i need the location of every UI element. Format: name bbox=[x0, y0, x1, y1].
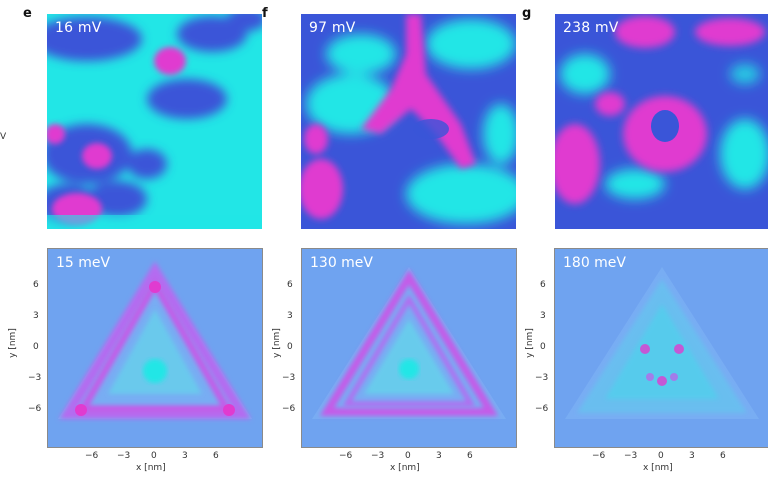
stm-map-g-image bbox=[555, 14, 768, 229]
sim-map-2: 130 meV bbox=[301, 248, 517, 448]
x-tick: −6 bbox=[592, 451, 606, 461]
y-tick: −6 bbox=[535, 404, 549, 414]
x-tick: −6 bbox=[85, 451, 99, 461]
y-tick: −6 bbox=[282, 404, 296, 414]
x-tick: 0 bbox=[658, 451, 664, 461]
x-tick: 6 bbox=[213, 451, 219, 461]
y-tick: 3 bbox=[287, 311, 293, 321]
y-tick: 0 bbox=[540, 342, 546, 352]
x-tick: 3 bbox=[436, 451, 442, 461]
y-axis-title-2: y [nm] bbox=[272, 328, 282, 358]
sim-map-1: 15 meV bbox=[47, 248, 263, 448]
x-tick: 0 bbox=[151, 451, 157, 461]
x-tick: 0 bbox=[405, 451, 411, 461]
x-tick: −3 bbox=[117, 451, 131, 461]
stm-map-e: 16 mV bbox=[47, 14, 262, 229]
y-tick: 6 bbox=[33, 280, 39, 290]
y-tick: −3 bbox=[28, 373, 42, 383]
stm-map-e-image bbox=[47, 14, 262, 229]
cut-off-label: V bbox=[0, 132, 7, 142]
x-tick: 3 bbox=[182, 451, 188, 461]
panel-letter-g: g bbox=[522, 6, 532, 21]
panel-letter-f: f bbox=[262, 6, 268, 21]
x-tick: −3 bbox=[371, 451, 385, 461]
sim-energy-label-3: 180 meV bbox=[563, 255, 626, 271]
y-tick: 3 bbox=[540, 311, 546, 321]
x-tick: 6 bbox=[467, 451, 473, 461]
y-tick: −6 bbox=[28, 404, 42, 414]
y-tick: −3 bbox=[535, 373, 549, 383]
y-axis-title-3: y [nm] bbox=[525, 328, 535, 358]
stm-bias-label-f: 97 mV bbox=[309, 20, 356, 36]
stm-map-f: 97 mV bbox=[301, 14, 516, 229]
sim-map-3-image bbox=[555, 249, 768, 447]
sim-map-3: 180 meV bbox=[554, 248, 768, 448]
x-tick: 6 bbox=[720, 451, 726, 461]
x-axis-title-3: x [nm] bbox=[643, 463, 673, 473]
panel-letter-e: e bbox=[23, 6, 32, 21]
x-axis-title-1: x [nm] bbox=[136, 463, 166, 473]
stm-bias-label-g: 238 mV bbox=[563, 20, 619, 36]
sim-energy-label-1: 15 meV bbox=[56, 255, 111, 271]
x-tick: 3 bbox=[689, 451, 695, 461]
y-tick: 6 bbox=[540, 280, 546, 290]
y-tick: 0 bbox=[287, 342, 293, 352]
y-tick: 6 bbox=[287, 280, 293, 290]
x-axis-title-2: x [nm] bbox=[390, 463, 420, 473]
x-tick: −6 bbox=[339, 451, 353, 461]
y-axis-title-1: y [nm] bbox=[8, 328, 18, 358]
y-tick: 0 bbox=[33, 342, 39, 352]
sim-energy-label-2: 130 meV bbox=[310, 255, 373, 271]
sim-map-2-image bbox=[302, 249, 516, 447]
stm-map-f-image bbox=[301, 14, 516, 229]
x-tick: −3 bbox=[624, 451, 638, 461]
stm-map-g: 238 mV bbox=[555, 14, 768, 229]
sim-map-1-image bbox=[48, 249, 262, 447]
stm-bias-label-e: 16 mV bbox=[55, 20, 102, 36]
y-tick: −3 bbox=[282, 373, 296, 383]
y-tick: 3 bbox=[33, 311, 39, 321]
